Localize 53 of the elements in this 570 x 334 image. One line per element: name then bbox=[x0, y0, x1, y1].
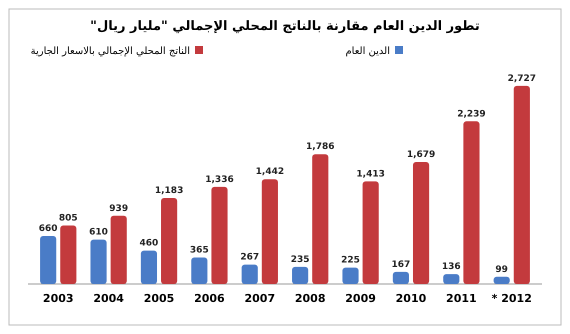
x-tick-label: 2009 bbox=[345, 292, 376, 305]
bar bbox=[110, 216, 127, 284]
data-label: 136 bbox=[442, 262, 461, 272]
data-label: 460 bbox=[140, 238, 158, 249]
x-tick-label: 2007 bbox=[244, 292, 276, 305]
bar bbox=[90, 240, 107, 284]
bar bbox=[443, 274, 460, 284]
bar bbox=[312, 154, 328, 284]
data-label: 1,679 bbox=[406, 150, 436, 160]
x-tick-label: 2006 bbox=[194, 292, 226, 305]
bar bbox=[463, 121, 480, 284]
chart-title: تطور الدين العام مقارنة بالناتج المحلي الإجمالي "مليار ريال" bbox=[90, 19, 480, 34]
bar bbox=[140, 250, 158, 284]
data-label: 1,413 bbox=[356, 169, 385, 180]
data-label: 2,239 bbox=[457, 109, 486, 120]
data-label: 235 bbox=[290, 254, 310, 265]
bar bbox=[40, 236, 56, 284]
data-label: 1,442 bbox=[256, 167, 284, 178]
bar bbox=[60, 226, 76, 284]
bar bbox=[191, 257, 208, 284]
data-label: 2,727 bbox=[508, 74, 536, 84]
x-tick-label: 2005 bbox=[144, 292, 174, 305]
data-label: 365 bbox=[190, 245, 209, 256]
bar bbox=[412, 162, 430, 284]
data-label: 1,336 bbox=[205, 174, 234, 185]
data-label: 660 bbox=[38, 224, 58, 234]
x-tick-label: 2008 bbox=[294, 292, 326, 305]
data-label: 610 bbox=[89, 228, 108, 238]
bar bbox=[211, 186, 228, 284]
bar bbox=[494, 276, 510, 284]
bar bbox=[392, 272, 409, 284]
bar bbox=[292, 266, 308, 284]
x-tick-label: 2011 bbox=[446, 292, 477, 305]
bar bbox=[242, 264, 258, 284]
x-tick-label: 2003 bbox=[42, 292, 74, 305]
data-label: 167 bbox=[392, 260, 410, 270]
bar bbox=[514, 86, 530, 284]
data-label: 267 bbox=[240, 252, 260, 263]
data-label: 939 bbox=[109, 204, 128, 214]
data-label: 1,183 bbox=[154, 186, 184, 196]
bar bbox=[161, 198, 178, 284]
bar bbox=[262, 179, 278, 284]
data-label: 225 bbox=[341, 256, 360, 266]
data-label: 1,786 bbox=[306, 142, 335, 152]
data-label: 99 bbox=[495, 264, 508, 275]
legend-label: الناتج المحلي الإجمالي بالاسعار الجارية bbox=[30, 46, 190, 57]
data-label: 805 bbox=[58, 214, 78, 224]
x-tick-label: 2010 bbox=[396, 292, 427, 305]
x-tick-label: * 2012 bbox=[492, 292, 532, 305]
bar bbox=[362, 181, 379, 284]
x-tick-label: 2004 bbox=[93, 292, 124, 305]
legend-label: الدين العام bbox=[345, 46, 390, 57]
bar bbox=[342, 268, 359, 284]
